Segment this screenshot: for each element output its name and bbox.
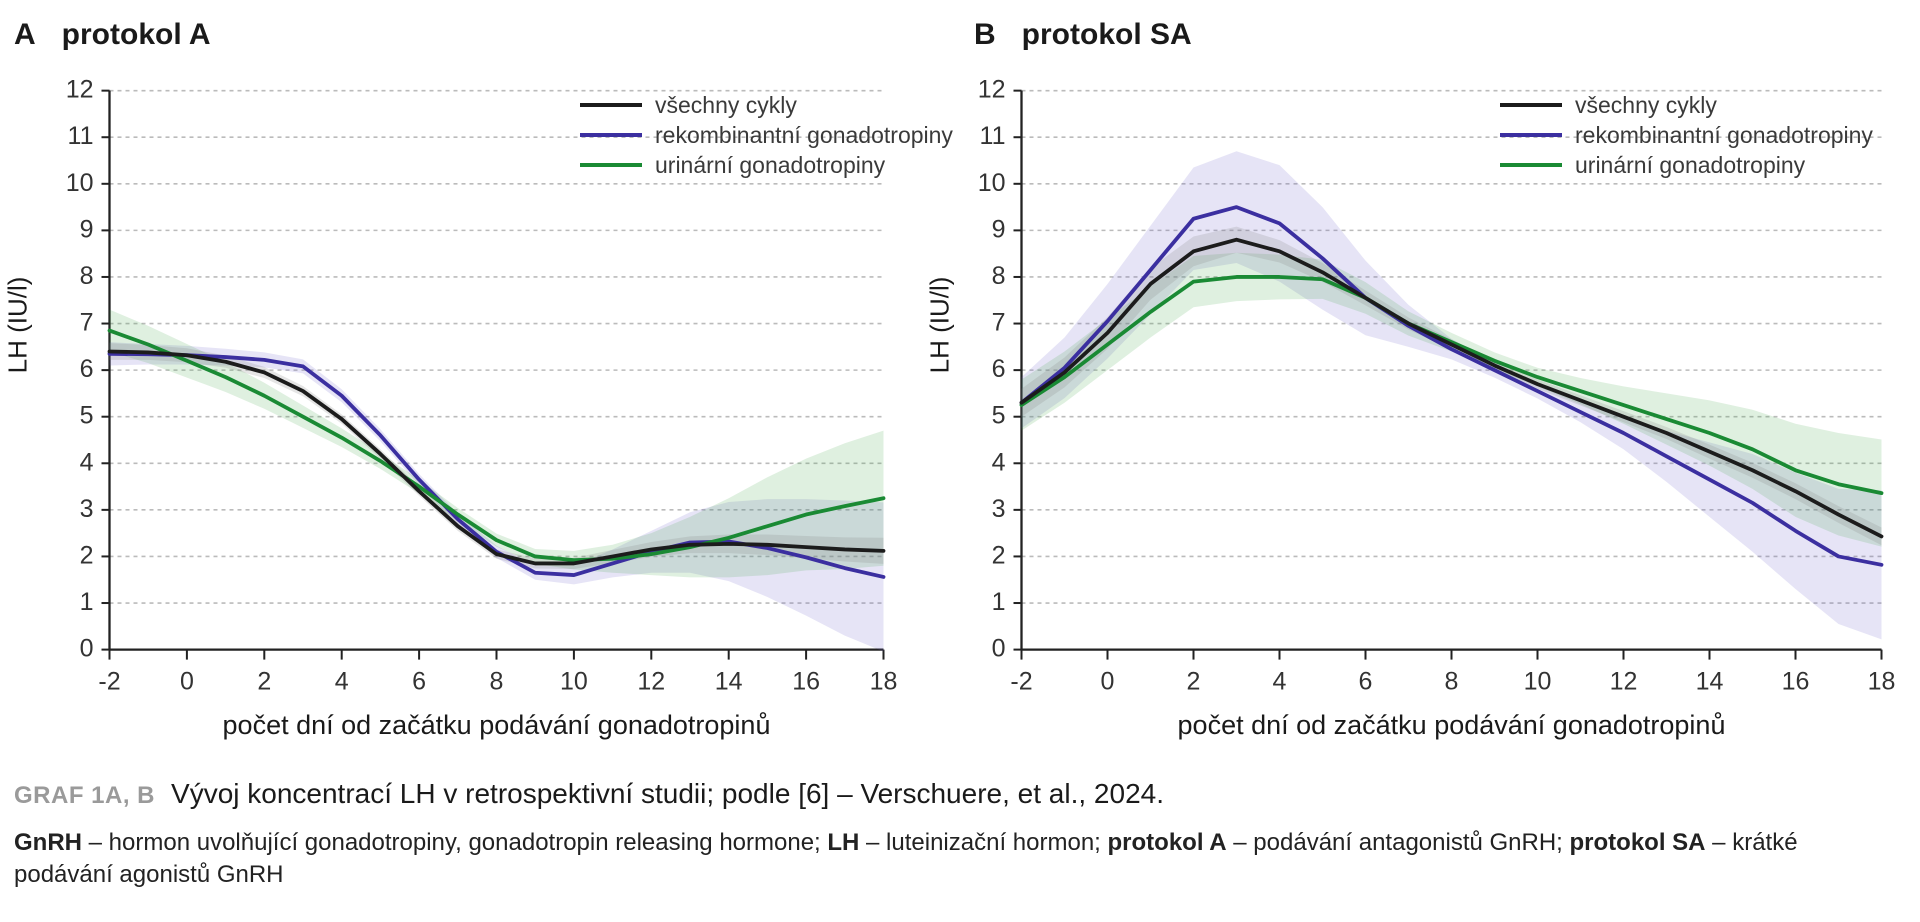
svg-text:8: 8: [490, 668, 504, 696]
svg-text:4: 4: [80, 448, 94, 476]
svg-text:4: 4: [1273, 668, 1287, 696]
svg-text:2: 2: [1187, 668, 1201, 696]
svg-text:9: 9: [80, 215, 94, 243]
svg-text:0: 0: [1101, 668, 1115, 696]
svg-text:12: 12: [66, 76, 94, 104]
svg-text:5: 5: [992, 402, 1006, 430]
svg-text:4: 4: [335, 668, 349, 696]
svg-text:2: 2: [80, 541, 94, 569]
svg-text:4: 4: [992, 448, 1006, 476]
svg-text:10: 10: [66, 169, 94, 197]
svg-text:10: 10: [1524, 668, 1552, 696]
svg-text:2: 2: [992, 541, 1006, 569]
svg-text:0: 0: [180, 668, 194, 696]
svg-text:8: 8: [80, 262, 94, 290]
svg-text:11: 11: [980, 122, 1006, 150]
svg-text:14: 14: [1696, 668, 1724, 696]
svg-text:12: 12: [978, 76, 1006, 104]
svg-text:16: 16: [1782, 668, 1810, 696]
svg-text:11: 11: [68, 122, 94, 150]
svg-text:8: 8: [992, 262, 1006, 290]
svg-text:6: 6: [992, 355, 1006, 383]
svg-text:2: 2: [257, 668, 271, 696]
svg-text:3: 3: [80, 495, 94, 523]
svg-text:7: 7: [992, 309, 1006, 337]
svg-text:16: 16: [792, 668, 820, 696]
svg-text:12: 12: [1610, 668, 1638, 696]
svg-text:1: 1: [992, 588, 1006, 616]
svg-text:10: 10: [560, 668, 588, 696]
svg-text:-2: -2: [1010, 668, 1032, 696]
svg-text:0: 0: [80, 635, 94, 663]
svg-text:1: 1: [80, 588, 94, 616]
svg-text:6: 6: [80, 355, 94, 383]
svg-text:12: 12: [637, 668, 665, 696]
svg-text:-2: -2: [98, 668, 120, 696]
svg-text:8: 8: [1445, 668, 1459, 696]
svg-text:0: 0: [992, 635, 1006, 663]
svg-text:9: 9: [992, 215, 1006, 243]
svg-text:5: 5: [80, 402, 94, 430]
svg-text:18: 18: [1868, 668, 1896, 696]
svg-text:18: 18: [870, 668, 898, 696]
svg-text:3: 3: [992, 495, 1006, 523]
svg-text:10: 10: [978, 169, 1006, 197]
svg-text:6: 6: [412, 668, 426, 696]
svg-text:14: 14: [715, 668, 743, 696]
svg-text:6: 6: [1359, 668, 1373, 696]
svg-text:7: 7: [80, 309, 94, 337]
